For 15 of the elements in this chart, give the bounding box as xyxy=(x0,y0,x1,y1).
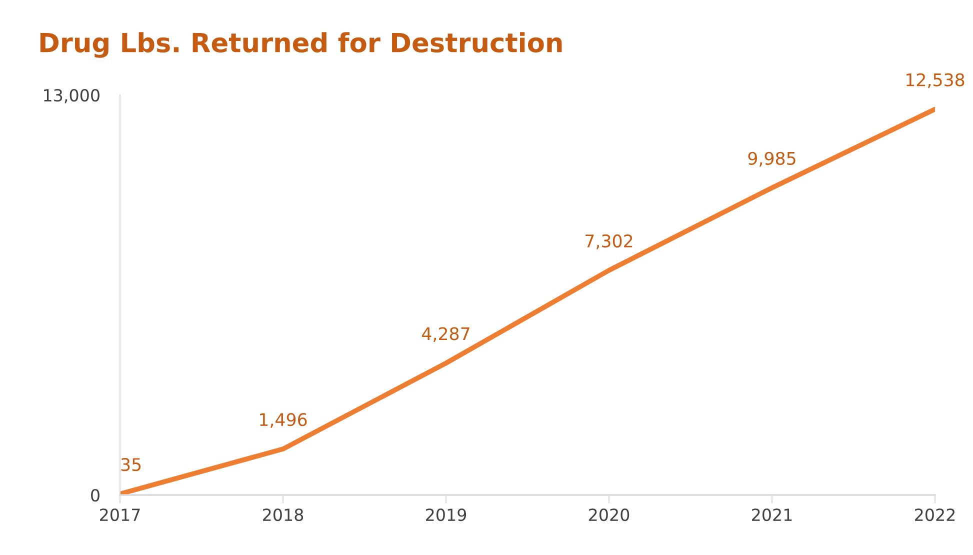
data-label: 1,496 xyxy=(260,413,307,428)
chart-title: Drug Lbs. Returned for Destruction xyxy=(40,32,562,58)
x-tick-label: 2020 xyxy=(589,508,630,522)
data-label: 35 xyxy=(121,458,141,472)
y-tick-label: 13,000 xyxy=(44,88,100,104)
x-tick-label: 2019 xyxy=(426,508,466,522)
data-label: 12,538 xyxy=(906,73,964,88)
x-tick-label: 2022 xyxy=(915,508,955,522)
x-tick-label: 2018 xyxy=(263,508,304,522)
data-label: 9,985 xyxy=(748,152,796,167)
x-tick-label: 2017 xyxy=(100,508,140,522)
x-tick-label: 2021 xyxy=(752,508,792,522)
data-label: 7,302 xyxy=(586,234,632,250)
y-tick-label: 0 xyxy=(91,488,100,502)
data-label: 4,287 xyxy=(422,327,470,342)
